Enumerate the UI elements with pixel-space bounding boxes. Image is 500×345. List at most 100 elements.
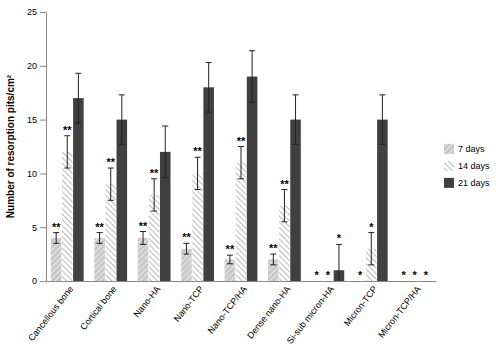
- error-line: [295, 95, 296, 144]
- error-line: [382, 95, 383, 144]
- bar: [94, 238, 105, 281]
- error-cap: [293, 94, 299, 95]
- error-bar: [249, 51, 255, 103]
- error-bar: [336, 244, 342, 281]
- x-tick-label: Micron-TCP/HA: [376, 284, 423, 340]
- error-line: [154, 179, 155, 211]
- error-bar: [293, 95, 299, 144]
- error-line: [165, 126, 166, 178]
- error-bar: [368, 233, 374, 265]
- error-line: [371, 233, 372, 265]
- y-tick: 0: [32, 276, 46, 286]
- legend-label: 21 days: [458, 178, 490, 188]
- error-cap: [206, 62, 212, 63]
- significance-mark: **: [237, 135, 246, 147]
- legend-item: 21 days: [444, 178, 490, 188]
- error-cap: [97, 243, 103, 244]
- x-tick: Si-sub micron-HA: [285, 281, 336, 345]
- error-line: [241, 147, 242, 179]
- error-bar: [64, 136, 70, 168]
- x-tick: Micron-TCP: [342, 281, 379, 328]
- y-tick-mark: [40, 281, 46, 282]
- y-tick-mark: [40, 227, 46, 228]
- error-line: [186, 243, 187, 254]
- bar: [138, 238, 149, 281]
- legend-swatch: [444, 178, 454, 188]
- error-cap: [151, 211, 157, 212]
- error-bar: [183, 243, 189, 254]
- y-tick-label: 5: [32, 223, 37, 233]
- error-cap: [140, 244, 146, 245]
- error-line: [197, 157, 198, 189]
- chart: ********************************05101520…: [0, 0, 500, 345]
- legend-label: 7 days: [458, 144, 485, 154]
- error-bar: [195, 157, 201, 189]
- y-axis-line: [46, 13, 47, 282]
- plot: ********************************05101520…: [26, 7, 436, 345]
- error-line: [99, 233, 100, 244]
- error-bar: [53, 233, 59, 244]
- y-tick-mark: [40, 12, 46, 13]
- error-cap: [183, 254, 189, 255]
- error-cap: [379, 144, 385, 145]
- error-cap: [64, 168, 70, 169]
- significance-mark: *: [358, 269, 363, 281]
- legend-item: 14 days: [444, 161, 490, 171]
- error-cap: [368, 264, 374, 265]
- error-bar: [227, 255, 233, 264]
- significance-mark: **: [280, 178, 289, 190]
- significance-mark: **: [63, 124, 72, 136]
- error-bar: [281, 190, 287, 222]
- error-line: [252, 51, 253, 103]
- error-bar: [140, 232, 146, 245]
- error-cap: [162, 177, 168, 178]
- legend-swatch: [444, 161, 454, 171]
- bar: [62, 152, 73, 281]
- series: [62, 136, 377, 281]
- significance-mark: *: [326, 269, 331, 281]
- significance-mark: *: [401, 269, 406, 281]
- significance-mark: **: [269, 242, 278, 254]
- error-line: [67, 136, 68, 168]
- y-tick: 15: [27, 115, 46, 125]
- y-tick-label: 25: [27, 7, 37, 17]
- y-tick: 10: [27, 169, 46, 179]
- y-axis-title: Number of resorption pits/cm²: [5, 74, 16, 218]
- x-tick-label: Dense nano-HA: [245, 284, 292, 341]
- error-bar: [97, 233, 103, 244]
- x-tick: Nano-HA: [132, 281, 163, 319]
- y-tick: 25: [27, 7, 46, 17]
- significance-mark: *: [315, 269, 320, 281]
- bar: [236, 163, 247, 281]
- error-cap: [75, 122, 81, 123]
- significance-mark: **: [226, 243, 235, 255]
- error-bar: [270, 254, 276, 265]
- significance-mark: *: [413, 269, 418, 281]
- error-line: [338, 244, 339, 281]
- error-cap: [195, 189, 201, 190]
- x-tick: Dense nano-HA: [245, 281, 292, 341]
- error-bar: [238, 147, 244, 179]
- error-bar: [75, 73, 81, 122]
- legend-swatch: [444, 144, 454, 154]
- bar: [73, 98, 84, 281]
- y-tick-label: 20: [27, 61, 37, 71]
- error-line: [78, 73, 79, 122]
- bar: [247, 77, 258, 281]
- significance: ********************************: [52, 124, 429, 281]
- significance-mark: *: [424, 269, 429, 281]
- y-tick-mark: [40, 173, 46, 174]
- x-tick-label: Nano-HA: [132, 284, 163, 319]
- error-cap: [249, 102, 255, 103]
- error-bar: [206, 63, 212, 112]
- error-cap: [270, 264, 276, 265]
- error-cap: [53, 243, 59, 244]
- error-bar: [379, 95, 385, 144]
- significance-mark: **: [52, 221, 61, 233]
- significance-mark: **: [95, 221, 104, 233]
- legend-item: 7 days: [444, 144, 485, 154]
- x-axis-line: [47, 281, 437, 282]
- error-line: [273, 254, 274, 265]
- y-axis: 0 5 10 15 20 25: [27, 7, 47, 286]
- error-bar: [108, 168, 114, 200]
